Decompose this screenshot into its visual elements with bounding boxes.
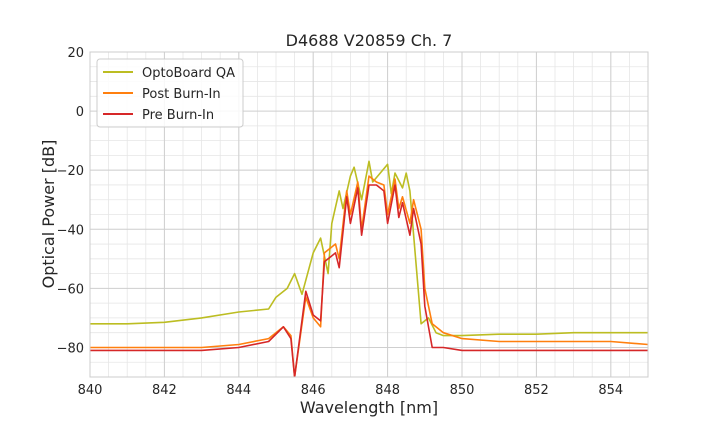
legend-label-post-burn-in: Post Burn-In (142, 87, 221, 102)
legend-label-optoboard-qa: OptoBoard QA (142, 66, 235, 81)
y-tick-labels: 20 0 −20 −40 −60 −80 (57, 46, 84, 356)
x-tick-label: 850 (450, 383, 475, 398)
chart-title: D4688 V20859 Ch. 7 (286, 31, 453, 50)
legend-box (96, 58, 244, 128)
x-tick-label: 842 (152, 383, 177, 398)
x-tick-label: 840 (78, 383, 103, 398)
plot-frame (89, 51, 649, 378)
y-tick-label: −80 (57, 341, 84, 356)
series-layer (90, 160, 648, 377)
y-axis-label: Optical Power [dB] (39, 140, 58, 289)
legend: OptoBoard QA Post Burn-In Pre Burn-In (96, 58, 244, 128)
y-tick-label: 0 (76, 105, 84, 120)
y-tick-label: −60 (57, 282, 84, 297)
x-axis-label: Wavelength [nm] (300, 398, 438, 417)
x-tick-labels: 840 842 844 846 848 850 852 854 (78, 383, 624, 398)
x-tick-label: 846 (301, 383, 326, 398)
x-tick-label: 852 (524, 383, 549, 398)
x-tick-label: 844 (226, 383, 251, 398)
x-tick-label: 854 (598, 383, 623, 398)
legend-label-pre-burn-in: Pre Burn-In (142, 108, 214, 123)
y-tick-label: 20 (67, 46, 84, 61)
series-line-pre-burn-in (90, 184, 648, 377)
y-tick-label: −20 (57, 164, 84, 179)
series-line-optoboard-qa (90, 160, 648, 337)
x-tick-label: 848 (375, 383, 400, 398)
y-tick-label: −40 (57, 223, 84, 238)
